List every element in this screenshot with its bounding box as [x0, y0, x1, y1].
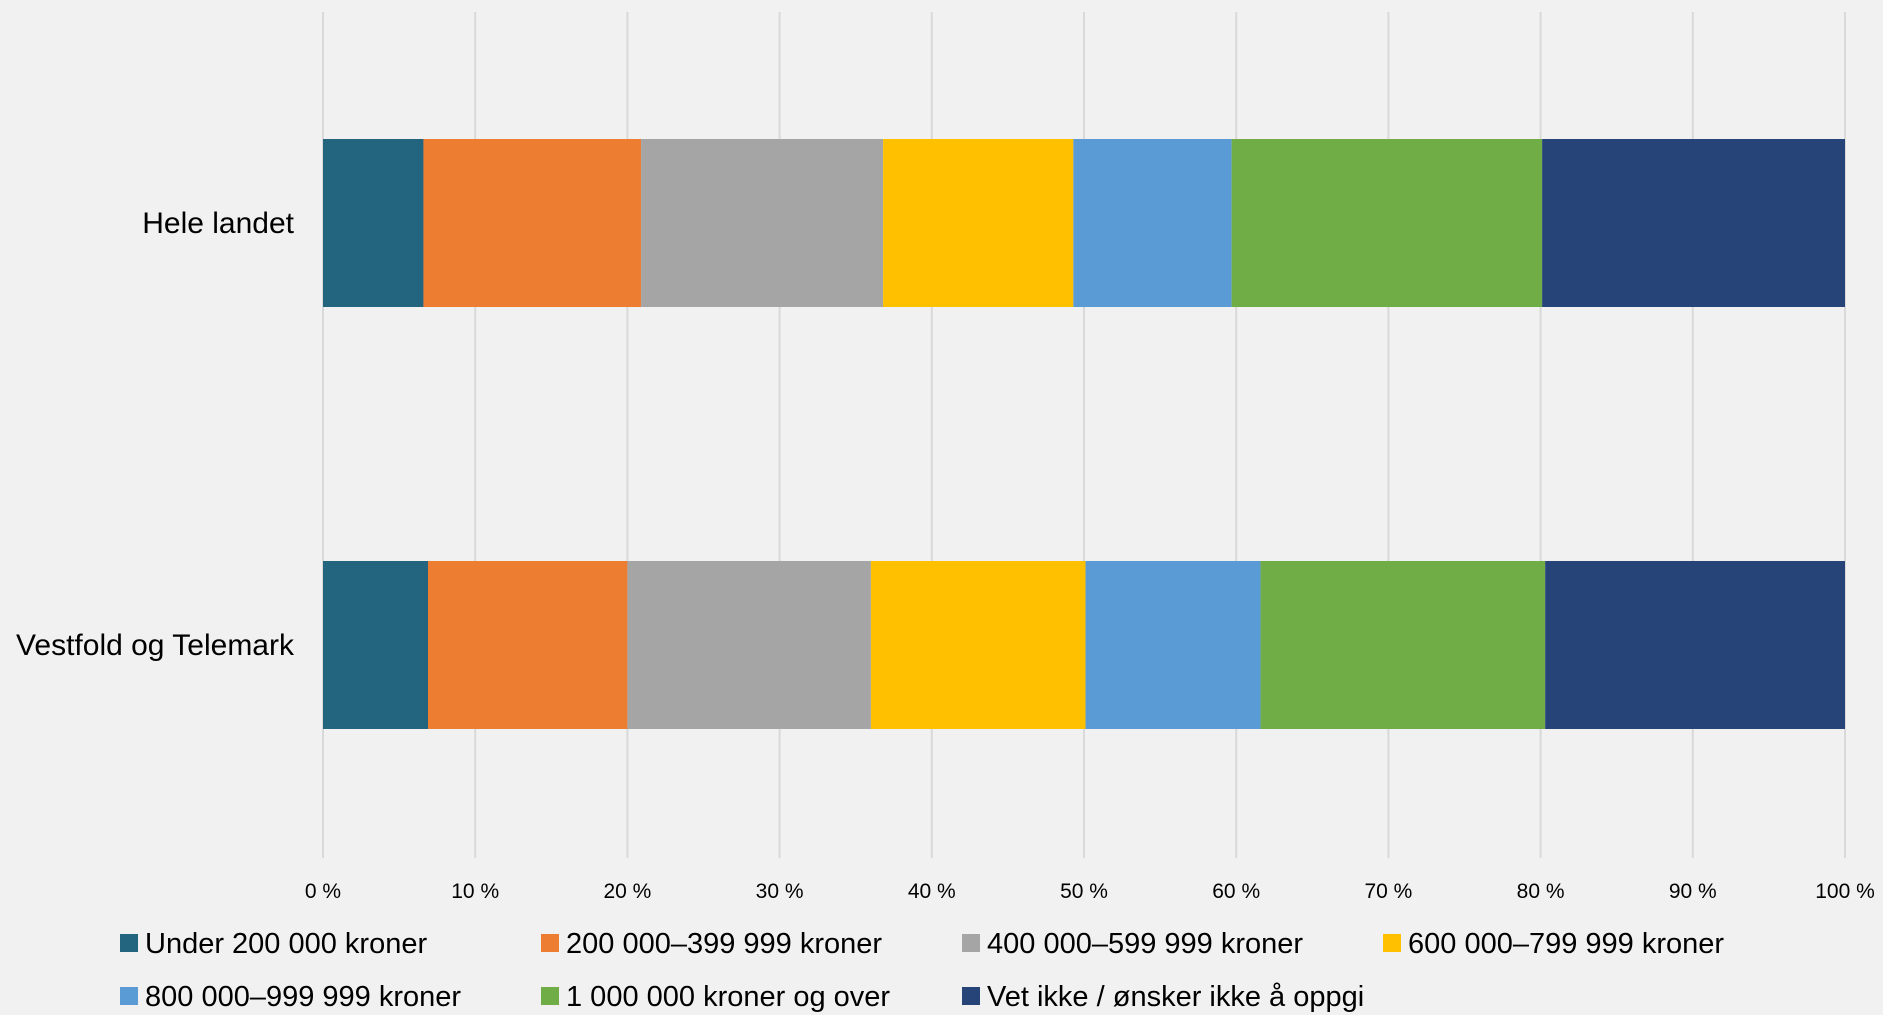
x-tick-label-100: 100 % — [1815, 880, 1875, 903]
legend: Under 200 000 kroner 200 000–399 999 kron… — [120, 928, 1724, 1013]
legend-swatch-2 — [962, 934, 980, 952]
bar-segment-1-5 — [1260, 561, 1546, 729]
x-axis-tick-labels: 0 % 10 % 20 % 30 % 40 % 50 % 60 % 70 % 80 % 90 % 1… — [305, 880, 1875, 903]
x-tick-label-70: 70 % — [1364, 880, 1412, 903]
legend-label-5: 1 000 000 kroner og over — [566, 981, 890, 1013]
legend-label-4: 800 000–999 999 kroner — [145, 981, 461, 1013]
bar-segment-0-5 — [1231, 139, 1543, 307]
legend-label-6: Vet ikke / ønsker ikke å oppgi — [987, 981, 1364, 1013]
legend-label-0: Under 200 000 kroner — [145, 928, 427, 960]
legend-swatch-3 — [1383, 934, 1401, 952]
bar-segment-0-1 — [423, 139, 642, 307]
bar-segment-1-4 — [1085, 561, 1261, 729]
legend-swatch-6 — [962, 987, 980, 1005]
x-tick-label-90: 90 % — [1669, 880, 1717, 903]
bar-segment-0-0 — [323, 139, 424, 307]
x-tick-label-80: 80 % — [1517, 880, 1565, 903]
category-label-1: Vestfold og Telemark — [16, 629, 295, 662]
bar-segment-1-0 — [323, 561, 429, 729]
legend-label-2: 400 000–599 999 kroner — [987, 928, 1303, 960]
legend-label-1: 200 000–399 999 kroner — [566, 928, 882, 960]
x-tick-label-40: 40 % — [908, 880, 956, 903]
bar-segment-1-6 — [1545, 561, 1845, 729]
bar-segment-0-6 — [1542, 139, 1845, 307]
x-tick-label-10: 10 % — [451, 880, 499, 903]
x-tick-label-30: 30 % — [756, 880, 804, 903]
bars — [323, 139, 1845, 729]
bar-segment-1-3 — [870, 561, 1086, 729]
category-labels: Hele landet Vestfold og Telemark — [16, 207, 295, 662]
legend-swatch-5 — [541, 987, 559, 1005]
bar-segment-1-2 — [627, 561, 871, 729]
legend-swatch-4 — [120, 987, 138, 1005]
bar-segment-0-2 — [641, 139, 884, 307]
x-tick-label-50: 50 % — [1060, 880, 1108, 903]
legend-label-3: 600 000–799 999 kroner — [1408, 928, 1724, 960]
legend-swatch-0 — [120, 934, 138, 952]
bar-segment-1-1 — [428, 561, 628, 729]
x-tick-label-0: 0 % — [305, 880, 341, 903]
x-tick-label-20: 20 % — [603, 880, 651, 903]
x-tick-label-60: 60 % — [1212, 880, 1260, 903]
category-label-0: Hele landet — [142, 207, 294, 240]
bar-segment-0-3 — [883, 139, 1074, 307]
bar-segment-0-4 — [1073, 139, 1232, 307]
legend-swatch-1 — [541, 934, 559, 952]
